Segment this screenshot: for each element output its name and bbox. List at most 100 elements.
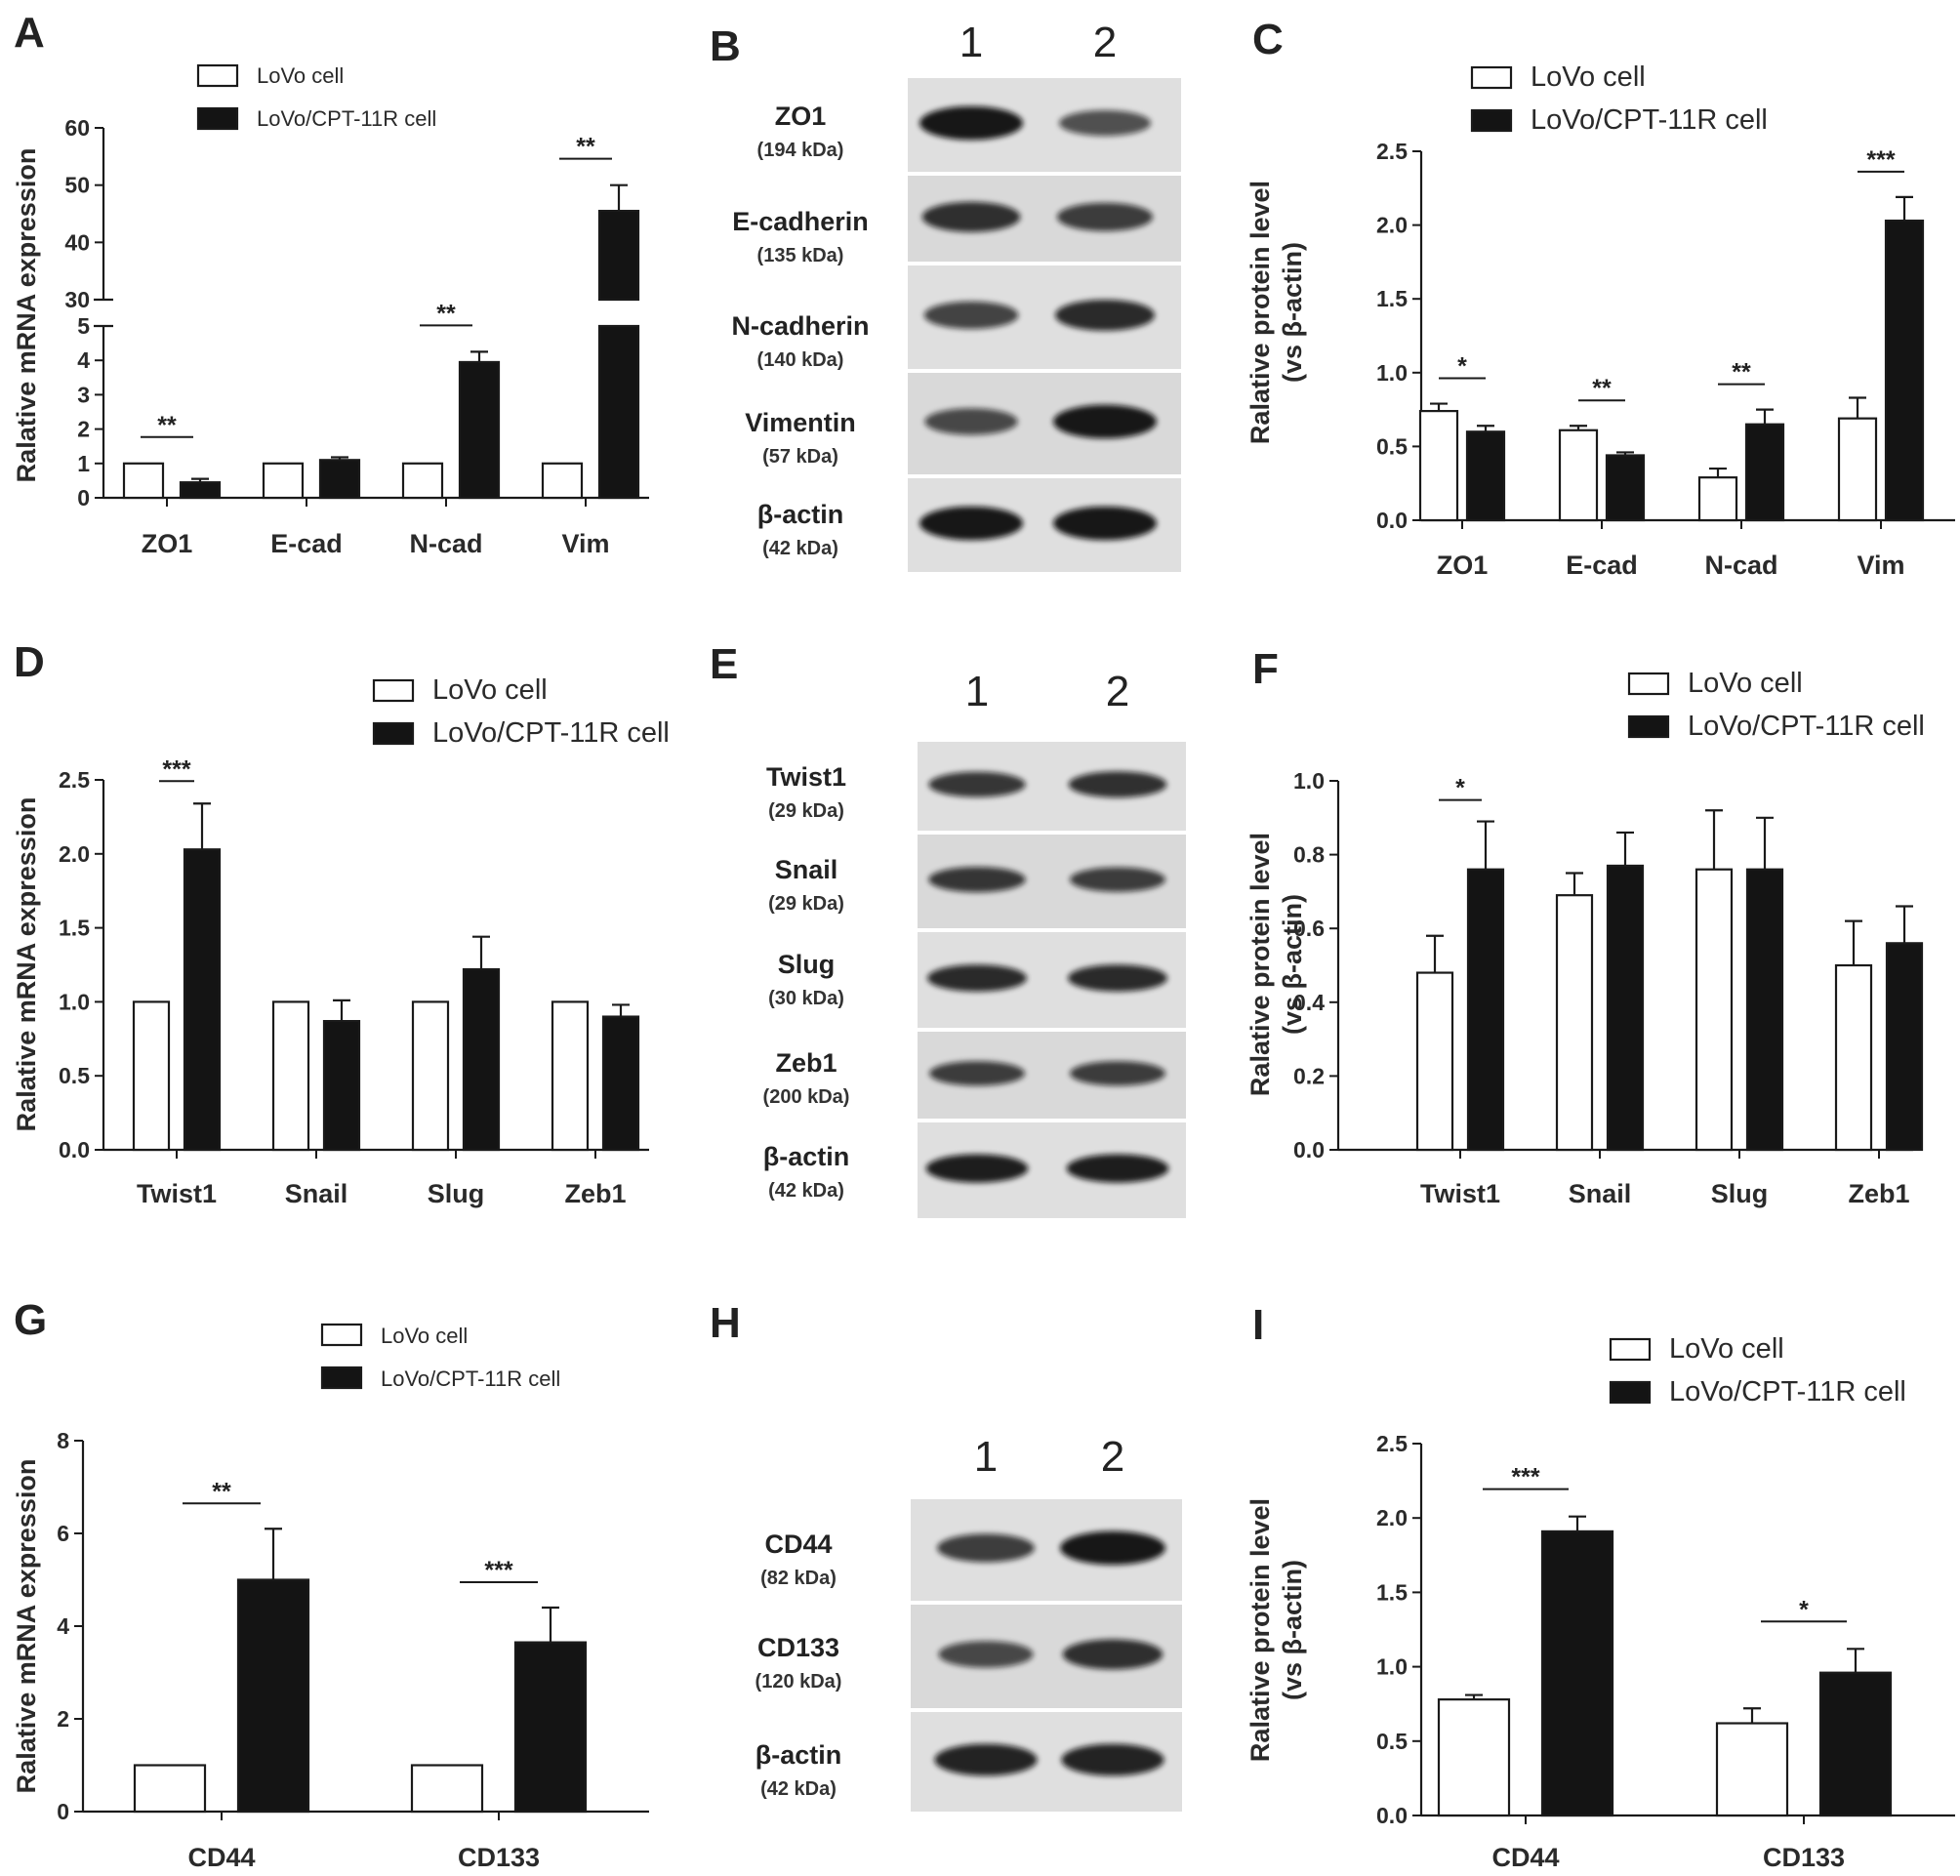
legend-label: LoVo/CPT-11R cell <box>1688 711 1925 742</box>
y-tick-label: 0.0 <box>1376 508 1408 533</box>
y-tick-label: 2.0 <box>59 841 90 867</box>
bar-lovo-cpt11r <box>601 1015 640 1152</box>
protein-label: β-actin <box>757 500 844 529</box>
legend-label: LoVo cell <box>1531 61 1646 93</box>
panel-label-e: E <box>710 640 738 688</box>
bar-lovo <box>1837 417 1878 522</box>
protein-label: CD133 <box>757 1633 839 1662</box>
blot-panel-h: 1 2 CD44 (82 kDa) CD133 (120 kDa) β-actin (42 k… <box>755 1433 1182 1812</box>
bar-lovo-cpt11r <box>458 360 501 500</box>
y-tick-label: 2.5 <box>59 767 90 793</box>
legend-swatch <box>1627 714 1670 739</box>
x-category-label: Vim <box>561 529 609 558</box>
y-tick-label: 40 <box>64 229 90 255</box>
x-category-label: Slug <box>1711 1179 1769 1208</box>
significance-marker: *** <box>1866 146 1895 174</box>
blot-band <box>1056 202 1154 231</box>
panel-label-g: G <box>14 1296 47 1344</box>
x-category-label: Vim <box>1857 551 1904 580</box>
y-tick-label: 0.0 <box>59 1137 90 1162</box>
y-tick-label: 2.5 <box>1376 139 1408 164</box>
blot-band <box>937 1533 1035 1563</box>
bar-lovo-cpt11r <box>1744 423 1785 522</box>
molecular-weight-label: (42 kDa) <box>760 1778 837 1800</box>
y-tick-label: 1.5 <box>1376 286 1408 311</box>
y-tick-label: 4 <box>77 347 90 373</box>
bar-lovo-cpt11r <box>513 1641 588 1814</box>
y-tick-label: 1.0 <box>1293 768 1325 794</box>
lane-number: 2 <box>1093 19 1117 66</box>
y-axis-label: Ralative mRNA expression <box>12 148 41 483</box>
molecular-weight-label: (200 kDa) <box>763 1086 850 1108</box>
lane-number: 1 <box>960 19 983 66</box>
bar-lovo-cpt11r <box>1466 868 1505 1152</box>
significance-marker: *** <box>484 1557 512 1584</box>
chart-panel-d: 0.0 0.5 1.0 1.5 2.0 2.5 Ralative mRNA expressi… <box>12 674 670 1208</box>
lane-number: 1 <box>965 668 989 715</box>
x-category-label: Zeb1 <box>564 1179 626 1208</box>
blot-band <box>928 867 1026 893</box>
bar-lovo-cpt11r <box>1465 430 1506 522</box>
y-tick-label: 2 <box>57 1706 69 1732</box>
blot-band <box>921 201 1021 232</box>
bar-lovo <box>262 462 305 500</box>
y-tick-label: 4 <box>57 1613 69 1639</box>
blot-band <box>1054 299 1156 331</box>
x-category-label: ZO1 <box>142 529 193 558</box>
protein-label: N-cadherin <box>731 311 869 341</box>
y-tick-label: 1 <box>77 451 90 476</box>
blot-band <box>923 301 1019 329</box>
y-tick-label: 5 <box>77 313 90 339</box>
bar-lovo <box>271 1000 310 1152</box>
protein-label: E-cadherin <box>732 207 869 236</box>
bar-lovo <box>122 462 165 500</box>
bar-lovo-cpt11r <box>1885 942 1924 1152</box>
molecular-weight-label: (120 kDa) <box>755 1671 842 1692</box>
legend-swatch <box>1609 1337 1652 1362</box>
x-category-label: CD44 <box>187 1843 255 1872</box>
blot-band <box>1062 1639 1164 1670</box>
blot-band <box>1060 1530 1165 1566</box>
blot-band <box>1069 867 1166 892</box>
blot-band <box>1053 506 1157 541</box>
protein-label: β-actin <box>755 1740 842 1770</box>
significance-marker: * <box>1457 353 1467 381</box>
blot-band <box>919 506 1023 541</box>
bar-lovo <box>411 1000 450 1152</box>
blot-band <box>1069 1061 1166 1086</box>
bar-lovo-cpt11r <box>318 459 361 500</box>
chart-panel-a: 0 1 2 3 4 530 40 50 60 Ralative mRNA expression ZO… <box>12 63 649 558</box>
protein-label: β-actin <box>763 1142 850 1171</box>
chart-panel-i: 0.0 0.5 1.0 1.5 2.0 2.5 Ralative protein level… <box>1245 1333 1955 1872</box>
protein-label: CD44 <box>764 1529 832 1559</box>
y-tick-label: 0.5 <box>1376 433 1408 459</box>
blot-band <box>1061 1743 1164 1776</box>
bar-lovo-cpt11r <box>597 324 640 500</box>
bar-lovo <box>1715 1722 1789 1817</box>
bar-lovo-cpt11r <box>183 848 222 1152</box>
legend-swatch <box>320 1323 363 1347</box>
blot-band <box>1067 964 1168 992</box>
bar-lovo <box>1834 963 1873 1152</box>
blot-band <box>919 105 1023 141</box>
x-category-label: CD133 <box>1763 1843 1845 1872</box>
molecular-weight-label: (135 kDa) <box>757 245 844 266</box>
protein-label: Zeb1 <box>775 1048 837 1078</box>
panel-label-a: A <box>14 9 45 57</box>
bar-lovo <box>1415 971 1454 1152</box>
x-category-label: Snail <box>285 1179 348 1208</box>
molecular-weight-label: (194 kDa) <box>757 140 844 161</box>
x-category-label: ZO1 <box>1437 551 1489 580</box>
y-tick-label: 0.6 <box>1293 916 1325 941</box>
x-category-label: Snail <box>1569 1179 1632 1208</box>
blot-band <box>924 408 1018 435</box>
molecular-weight-label: (42 kDa) <box>762 538 838 559</box>
legend-label: LoVo cell <box>432 674 548 706</box>
chart-panel-f: 0.0 0.2 0.4 0.6 0.8 1.0 Ralative protein level… <box>1245 668 1925 1208</box>
bar-lovo <box>1555 894 1594 1152</box>
y-tick-label: 2.5 <box>1376 1431 1408 1456</box>
panel-label-h: H <box>710 1299 741 1347</box>
bar-lovo-cpt11r <box>1606 864 1645 1152</box>
significance-marker: * <box>1799 1596 1809 1623</box>
